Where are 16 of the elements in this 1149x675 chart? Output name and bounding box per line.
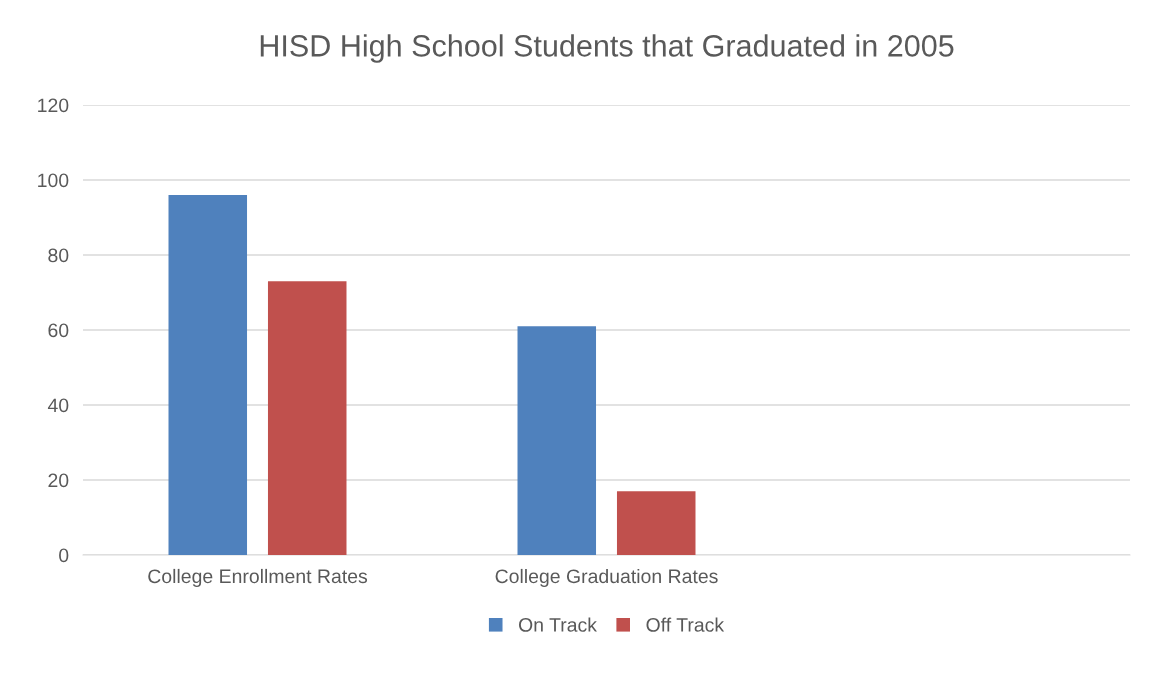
y-tick-label: 100 (38, 173, 69, 188)
bar (517, 326, 597, 555)
legend-label: On Track (519, 617, 597, 632)
chart-title: HISD High School Students that Graduated in 2005 (260, 34, 954, 63)
bar (267, 281, 347, 555)
legend-label: Off Track (646, 617, 725, 632)
y-tick-label: 0 (59, 548, 69, 563)
bar (168, 195, 248, 555)
bar (616, 491, 696, 555)
y-tick-label: 60 (48, 323, 69, 338)
x-tick-label: College Enrollment Rates (148, 568, 368, 588)
y-tick-label: 120 (38, 98, 69, 113)
x-tick-label: College Graduation Rates (495, 568, 718, 588)
y-tick-label: 40 (47, 398, 69, 413)
y-tick-label: 80 (48, 248, 69, 263)
y-tick-label: 20 (48, 473, 69, 488)
